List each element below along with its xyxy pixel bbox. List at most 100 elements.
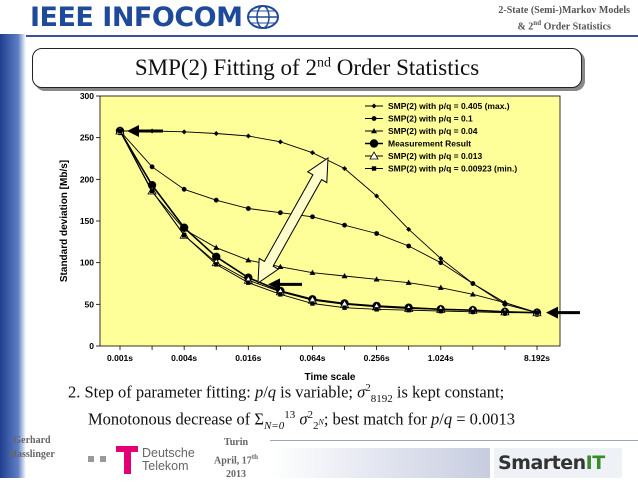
logo-text: IEEE INFOCOM xyxy=(30,1,243,33)
data-point xyxy=(245,206,251,211)
subtitle-line1: 2-State (Semi-)Markov Models xyxy=(498,5,630,16)
deutsche-telekom-logo: Deutsche Telekom xyxy=(116,446,195,474)
legend-marker xyxy=(371,166,377,171)
data-point xyxy=(342,305,347,310)
slide-title: SMP(2) Fitting of 2nd Order Statistics xyxy=(134,55,480,80)
arrow-end-point xyxy=(546,306,580,319)
data-point xyxy=(437,284,444,290)
series-line xyxy=(119,130,537,314)
data-point xyxy=(406,226,412,232)
legend-marker xyxy=(369,139,379,148)
data-point xyxy=(213,131,219,136)
data-point xyxy=(405,279,412,285)
y-tick-label: 100 xyxy=(80,258,94,268)
data-point xyxy=(245,133,251,139)
data-point xyxy=(470,309,476,315)
arrow-start-point xyxy=(127,125,163,137)
footer-rule xyxy=(270,440,638,441)
x-axis-label: Time scale xyxy=(305,372,356,383)
data-point xyxy=(181,129,187,135)
slide-header xyxy=(0,0,638,34)
data-point xyxy=(438,308,443,314)
legend-marker xyxy=(371,116,377,121)
double-arrow-annotation xyxy=(257,157,329,284)
data-point xyxy=(374,231,380,236)
data-point xyxy=(438,260,444,266)
x-tick-label: 8.192s xyxy=(524,353,550,363)
data-point xyxy=(277,263,284,270)
data-point xyxy=(278,292,283,297)
telekom-t-icon xyxy=(116,446,138,474)
data-point xyxy=(406,243,412,249)
series-line xyxy=(120,130,538,314)
caption-line2: Monotonous decrease of ΣN=013 σ22N; best… xyxy=(88,409,516,432)
y-tick-label: 250 xyxy=(80,133,94,143)
y-tick-label: 150 xyxy=(80,216,94,226)
data-point xyxy=(342,166,348,171)
legend-entry: SMP(2) with p/q = 0.013 xyxy=(388,151,483,161)
data-point xyxy=(213,244,220,250)
data-point xyxy=(470,281,476,286)
data-point xyxy=(181,186,187,192)
smartenit-logo: SmartenIT xyxy=(498,452,605,474)
data-point xyxy=(406,307,411,313)
slide-title-box: SMP(2) Fitting of 2nd Order Statistics xyxy=(32,48,582,88)
data-point xyxy=(341,273,348,279)
data-point xyxy=(310,214,315,220)
data-point xyxy=(245,257,252,263)
y-tick-label: 300 xyxy=(80,91,94,101)
data-point xyxy=(438,256,444,261)
data-point xyxy=(310,301,315,306)
data-point xyxy=(374,193,380,199)
x-tick-label: 0.064s xyxy=(299,353,325,363)
subtitle-line2: & 2nd Order Statistics xyxy=(517,19,611,33)
data-point xyxy=(309,269,316,275)
data-point xyxy=(501,299,508,305)
arrow-head xyxy=(268,278,280,291)
data-point xyxy=(214,262,219,267)
venue-date: Turin April, 17th 2013 xyxy=(213,437,258,481)
legend-entry: SMP(2) with p/q = 0.1 xyxy=(388,114,473,124)
data-point xyxy=(149,188,155,194)
x-tick-label: 0.256s xyxy=(364,353,390,363)
author-name: Gerhard Hasslinger xyxy=(9,435,55,460)
y-tick-label: 0 xyxy=(89,341,94,351)
data-point xyxy=(277,139,283,145)
x-tick-label: 0.001s xyxy=(107,353,133,363)
arrow-head xyxy=(546,306,558,319)
data-point xyxy=(469,291,476,297)
data-point xyxy=(179,223,189,232)
data-point xyxy=(212,252,221,262)
arrow-measurement xyxy=(268,278,302,291)
data-point xyxy=(342,222,347,228)
header-rule xyxy=(26,35,638,37)
smartenit-logo-bg xyxy=(494,448,622,478)
legend-marker xyxy=(371,128,377,134)
left-gradient-strip xyxy=(0,0,26,478)
legend-entry: SMP(2) with p/q = 0.04 xyxy=(388,126,478,136)
y-tick-label: 50 xyxy=(85,299,95,309)
data-point xyxy=(149,164,155,170)
data-point xyxy=(373,276,380,282)
x-tick-label: 1.024s xyxy=(428,353,454,363)
data-point xyxy=(309,150,315,156)
data-point xyxy=(534,310,540,315)
data-point xyxy=(502,310,508,315)
data-point xyxy=(246,280,251,285)
arrow-head xyxy=(127,125,139,137)
legend-marker xyxy=(371,103,377,109)
legend-entry: SMP(2) with p/q = 0.00923 (min.) xyxy=(388,164,517,174)
y-axis-label: Standard deviation [Mb/s] xyxy=(59,160,70,282)
data-point xyxy=(277,210,283,216)
globe-icon xyxy=(247,5,280,29)
ieee-infocom-logo: IEEE INFOCOM xyxy=(30,1,280,33)
data-point xyxy=(213,197,219,203)
telekom-dots xyxy=(88,456,106,462)
legend-marker xyxy=(369,151,379,160)
slide-subtitle: 2-State (Semi-)Markov Models & 2nd Order… xyxy=(498,4,630,33)
legend-entry: SMP(2) with p/q = 0.405 (max.) xyxy=(388,101,510,111)
x-tick-label: 0.016s xyxy=(235,353,261,363)
caption-line1: 2. Step of parameter fitting: p/q is var… xyxy=(68,382,505,405)
y-tick-label: 200 xyxy=(80,174,94,184)
